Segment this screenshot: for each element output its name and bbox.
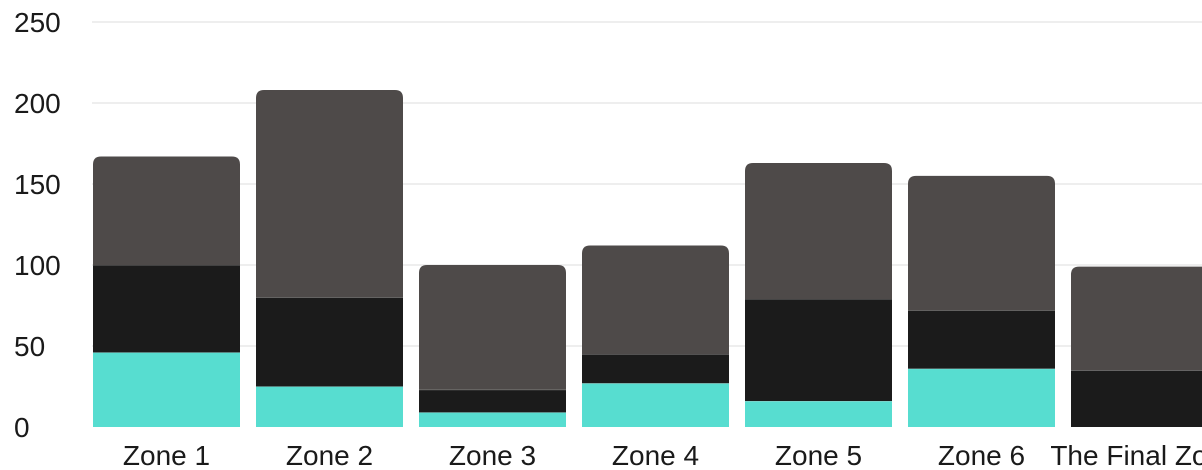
y-tick-label: 100 (14, 250, 61, 281)
bar-segment (908, 310, 1055, 369)
bar-segment (93, 265, 240, 353)
bar-segment (1071, 266, 1202, 371)
bar-segment (745, 299, 892, 402)
y-tick-label: 250 (14, 7, 61, 38)
bar-segment (256, 386, 403, 427)
bar-segment (908, 175, 1055, 311)
x-tick-label: Zone 2 (286, 440, 373, 470)
x-tick-label: Zone 5 (775, 440, 862, 470)
x-tick-label: The Final Zone (1050, 440, 1202, 470)
bar-segment (419, 389, 566, 413)
y-tick-label: 0 (14, 412, 30, 443)
bar-segment (256, 297, 403, 387)
bar-segment (745, 401, 892, 427)
bar-segment (256, 90, 403, 298)
bars (93, 90, 1202, 427)
y-tick-label: 50 (14, 331, 45, 362)
bar-segment (745, 162, 892, 300)
x-axis-labels: Zone 1 Zone 2 Zone 3 Zone 4 Zone 5 Zone 6 The … (123, 440, 1202, 470)
bar-segment (93, 352, 240, 427)
x-tick-label: Zone 3 (449, 440, 536, 470)
bar-segment (582, 383, 729, 427)
y-tick-label: 200 (14, 88, 61, 119)
bar-segment (582, 245, 729, 355)
x-tick-label: Zone 6 (938, 440, 1025, 470)
bar-segment (419, 265, 566, 390)
bar-segment (1071, 370, 1202, 427)
bar-segment (582, 354, 729, 384)
y-tick-label: 150 (14, 169, 61, 200)
bar-segment (908, 368, 1055, 427)
bar-segment (419, 412, 566, 427)
x-tick-label: Zone 4 (612, 440, 699, 470)
bar-segment (93, 156, 240, 265)
y-axis-ticks: 0 50 100 150 200 250 (14, 7, 61, 443)
x-tick-label: Zone 1 (123, 440, 210, 470)
